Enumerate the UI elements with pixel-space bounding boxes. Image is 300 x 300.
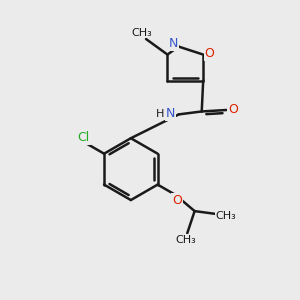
Text: CH₃: CH₃ — [216, 212, 236, 221]
Text: O: O — [172, 194, 182, 207]
Text: CH₃: CH₃ — [131, 28, 152, 38]
Text: Cl: Cl — [77, 131, 90, 144]
Text: CH₃: CH₃ — [176, 235, 196, 245]
Text: N: N — [166, 107, 175, 120]
Text: O: O — [205, 46, 214, 60]
Text: N: N — [169, 37, 178, 50]
Text: O: O — [228, 103, 238, 116]
Text: H: H — [155, 109, 164, 119]
